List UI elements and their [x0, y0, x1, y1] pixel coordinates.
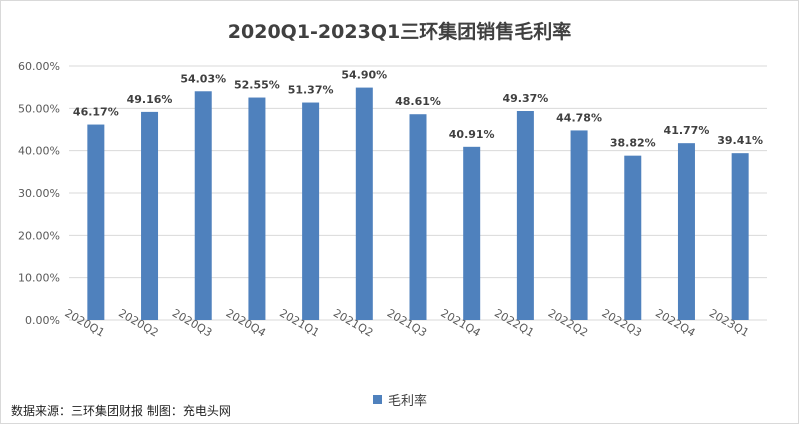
bar-chart: 0.00% 10.00% 20.00% 30.00% 40.00% 50.00% 60.00…	[18, 60, 767, 340]
y-tick-label: 50.00%	[18, 102, 60, 115]
bar	[248, 97, 266, 320]
data-label: 41.77%	[664, 124, 710, 137]
data-label: 39.41%	[717, 134, 763, 147]
bar	[677, 143, 695, 320]
chart-title: 2020Q1-2023Q1三环集团销售毛利率	[227, 21, 572, 43]
data-label: 46.17%	[73, 106, 119, 119]
bar	[87, 124, 105, 320]
data-label: 51.37%	[288, 84, 334, 97]
bar	[463, 146, 481, 320]
data-label: 54.03%	[180, 72, 226, 85]
legend: 毛利率	[373, 390, 427, 409]
bar	[516, 111, 534, 320]
data-label: 40.91%	[449, 128, 495, 141]
bar	[302, 102, 320, 321]
bar	[141, 111, 159, 320]
data-label: 44.78%	[556, 111, 602, 124]
source-note: 数据来源：三环集团财报 制图：充电头网	[11, 404, 231, 418]
bar	[570, 130, 588, 320]
y-tick-label: 10.00%	[18, 272, 60, 285]
data-label: 54.90%	[341, 69, 387, 82]
bar	[624, 155, 642, 320]
y-tick-label: 40.00%	[18, 145, 60, 158]
data-label: 48.61%	[395, 95, 441, 108]
data-label: 52.55%	[234, 79, 280, 92]
data-label: 38.82%	[610, 137, 656, 150]
data-label: 49.37%	[502, 92, 548, 105]
y-tick-label: 30.00%	[18, 187, 60, 200]
y-tick-label: 60.00%	[18, 60, 60, 73]
y-tick-label: 0.00%	[25, 314, 60, 327]
y-tick-label: 20.00%	[18, 229, 60, 242]
bar	[194, 91, 212, 320]
bar	[409, 114, 427, 320]
legend-swatch	[373, 395, 382, 404]
data-label: 49.16%	[127, 93, 173, 106]
bar	[731, 153, 749, 320]
legend-label: 毛利率	[388, 394, 428, 409]
bar	[355, 87, 373, 320]
